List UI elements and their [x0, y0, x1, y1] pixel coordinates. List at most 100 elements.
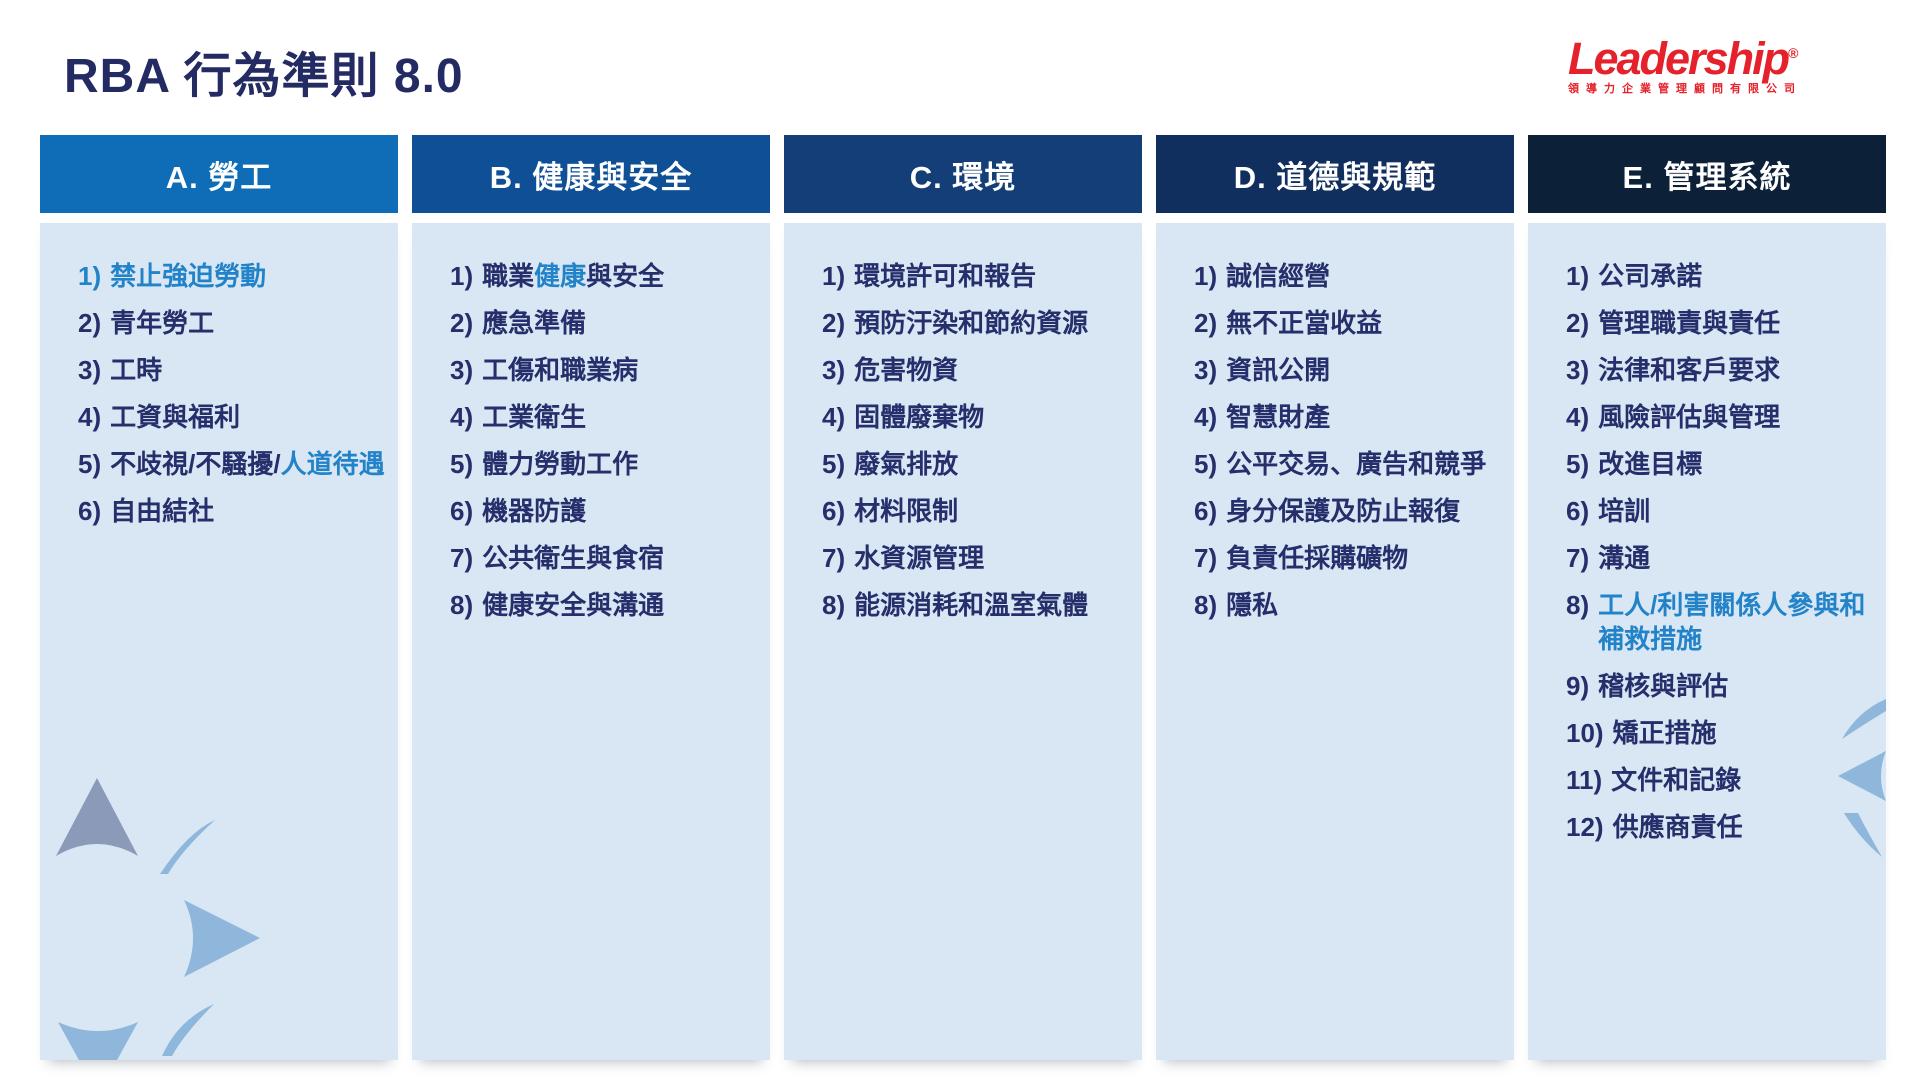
item-text: 無不正當收益	[1226, 306, 1502, 340]
item-number: 3)	[822, 355, 846, 385]
list-item: 5) 體力勞動工作	[450, 447, 758, 481]
list-item: 8) 隱私	[1194, 588, 1502, 622]
column-c: C. 環境 1) 環境許可和報告 2) 預防汙染和節約資源 3) 危害物資 4) 固體廢棄物 5)…	[784, 135, 1142, 1060]
logo-wordmark: Leadership	[1568, 33, 1790, 84]
list-item: 1) 職業健康與安全	[450, 259, 758, 293]
item-number: 4)	[78, 402, 102, 432]
item-number: 2)	[822, 308, 846, 338]
item-number: 10)	[1566, 718, 1604, 748]
item-number: 2)	[1566, 308, 1590, 338]
item-text-segment: 水資源管理	[854, 543, 985, 573]
list-item: 3) 資訊公開	[1194, 353, 1502, 387]
item-text-segment: 健康安全與溝通	[482, 590, 665, 620]
list-item: 1) 公司承諾	[1566, 259, 1874, 293]
item-text-segment: 法律和客戶要求	[1598, 355, 1781, 385]
list-item: 3) 法律和客戶要求	[1566, 353, 1874, 387]
item-text: 禁止強迫勞動	[110, 259, 386, 293]
item-text-segment: 無不正當收益	[1226, 308, 1383, 338]
item-text: 水資源管理	[854, 541, 1130, 575]
list-item: 3) 工時	[78, 353, 386, 387]
list-item: 2) 預防汙染和節約資源	[822, 306, 1130, 340]
item-number: 12)	[1566, 812, 1604, 842]
item-text-segment: 公共衛生與食宿	[482, 543, 665, 573]
item-text-segment: 工傷和職業病	[482, 355, 639, 385]
item-text: 公平交易、廣告和競爭	[1226, 447, 1502, 481]
item-text: 體力勞動工作	[482, 447, 758, 481]
item-text-segment: 預防汙染和節約資源	[854, 308, 1089, 338]
item-text: 能源消耗和溫室氣體	[854, 588, 1130, 622]
registered-trademark-icon: ®	[1788, 45, 1799, 61]
rba-columns: A. 勞工 1) 禁止強迫勞動 2) 青年勞工 3) 工時 4) 工資與福利 5) 不歧視/不騷擾/…	[40, 135, 1886, 1060]
item-number: 7)	[822, 543, 846, 573]
column-header-c: C. 環境	[784, 135, 1142, 213]
item-text-segment: 環境許可和報告	[854, 261, 1037, 291]
list-item: 2) 青年勞工	[78, 306, 386, 340]
list-item: 1) 環境許可和報告	[822, 259, 1130, 293]
item-text: 培訓	[1598, 494, 1874, 528]
cycle-arrows-decoration-left	[56, 778, 260, 1060]
item-text-segment: 自由結社	[110, 496, 215, 526]
item-text: 工資與福利	[110, 400, 386, 434]
item-text-segment: 廢氣排放	[854, 449, 959, 479]
item-number: 1)	[78, 261, 102, 291]
list-item: 1) 誠信經營	[1194, 259, 1502, 293]
item-number: 4)	[822, 402, 846, 432]
item-text: 健康安全與溝通	[482, 588, 758, 622]
list-item: 3) 工傷和職業病	[450, 353, 758, 387]
leadership-logo: Leadership® 領導力企業管理顧問有限公司	[1568, 36, 1802, 95]
item-number: 1)	[1566, 261, 1590, 291]
list-item: 4) 智慧財產	[1194, 400, 1502, 434]
list-item: 8) 工人/利害關係人參與和補救措施	[1566, 588, 1874, 656]
item-text: 隱私	[1226, 588, 1502, 622]
column-a: A. 勞工 1) 禁止強迫勞動 2) 青年勞工 3) 工時 4) 工資與福利 5) 不歧視/不騷擾/…	[40, 135, 398, 1060]
list-item: 3) 危害物資	[822, 353, 1130, 387]
item-text-segment: 青年勞工	[110, 308, 215, 338]
item-text-segment: 管理職責與責任	[1598, 308, 1781, 338]
list-item: 4) 固體廢棄物	[822, 400, 1130, 434]
item-number: 6)	[78, 496, 102, 526]
item-text-segment: 能源消耗和溫室氣體	[854, 590, 1089, 620]
item-text-segment: 供應商責任	[1612, 812, 1743, 842]
item-text: 稽核與評估	[1598, 669, 1874, 703]
item-number: 9)	[1566, 671, 1590, 701]
item-text: 改進目標	[1598, 447, 1874, 481]
item-text: 工時	[110, 353, 386, 387]
list-item: 7) 公共衛生與食宿	[450, 541, 758, 575]
item-text: 溝通	[1598, 541, 1874, 575]
item-text-segment: 工業衛生	[482, 402, 587, 432]
list-item: 4) 風險評估與管理	[1566, 400, 1874, 434]
item-text: 危害物資	[854, 353, 1130, 387]
item-number: 3)	[450, 355, 474, 385]
item-number: 1)	[1194, 261, 1218, 291]
item-number: 5)	[1194, 449, 1218, 479]
item-text-segment: 機器防護	[482, 496, 587, 526]
item-text: 管理職責與責任	[1598, 306, 1874, 340]
item-number: 4)	[450, 402, 474, 432]
item-text: 公司承諾	[1598, 259, 1874, 293]
item-number: 4)	[1194, 402, 1218, 432]
item-text: 工傷和職業病	[482, 353, 758, 387]
item-text: 職業健康與安全	[482, 259, 758, 293]
list-item: 2) 應急準備	[450, 306, 758, 340]
item-number: 5)	[822, 449, 846, 479]
item-text-segment: 培訓	[1598, 496, 1651, 526]
item-text-segment: 稽核與評估	[1598, 671, 1729, 701]
item-text: 公共衛生與食宿	[482, 541, 758, 575]
list-item: 2) 管理職責與責任	[1566, 306, 1874, 340]
item-text: 應急準備	[482, 306, 758, 340]
list-item: 1) 禁止強迫勞動	[78, 259, 386, 293]
page-title: RBA 行為準則 8.0	[64, 50, 464, 103]
item-text: 文件和記錄	[1611, 763, 1874, 797]
item-text-segment: 固體廢棄物	[854, 402, 985, 432]
item-text-segment: 工資與福利	[110, 402, 241, 432]
item-text: 青年勞工	[110, 306, 386, 340]
item-text-segment: 禁止強迫勞動	[110, 261, 267, 291]
list-item: 2) 無不正當收益	[1194, 306, 1502, 340]
item-text-segment: 公平交易、廣告和競爭	[1226, 449, 1487, 479]
column-body-d: 1) 誠信經營 2) 無不正當收益 3) 資訊公開 4) 智慧財產 5) 公平交易、廣告和競爭 6)…	[1156, 223, 1514, 1060]
item-text: 工人/利害關係人參與和補救措施	[1598, 588, 1874, 656]
item-number: 8)	[450, 590, 474, 620]
item-text: 不歧視/不騷擾/人道待遇	[110, 447, 386, 481]
list-item: 4) 工資與福利	[78, 400, 386, 434]
item-text-segment: 文件和記錄	[1611, 765, 1742, 795]
